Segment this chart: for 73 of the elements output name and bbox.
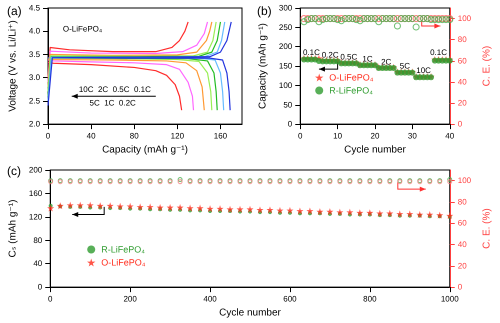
y2-tick-label: 60 [458, 56, 468, 66]
annotation: 0.5C [340, 52, 358, 62]
x-tick-label: 0 [46, 132, 51, 141]
x-tick-label: 80 [130, 132, 140, 141]
y-tick-label: 160 [28, 188, 43, 198]
x-tick-label: 40 [86, 132, 96, 141]
y-tick-label: 200 [278, 42, 293, 52]
annotation: 10C [416, 66, 432, 76]
y2-axis-title: C. E. (%) [482, 208, 492, 249]
y-tick-label: 80 [33, 236, 43, 245]
y2-tick-label: 20 [458, 261, 468, 270]
x-axis-title: Cycle number [219, 308, 282, 318]
annotation: 0.1C [303, 48, 320, 58]
chart-title: (a) [7, 4, 22, 18]
y-tick-label: 4.0 [28, 26, 41, 36]
y-tick-label: 40 [33, 259, 43, 268]
y-tick-label: 4.5 [28, 4, 41, 12]
y-axis-title: Cₛ (mAh g⁻¹) [8, 200, 18, 258]
chart-title: (c) [7, 164, 21, 178]
legend-label: R-LiFePO₄ [101, 244, 146, 254]
y-tick-label: 100 [278, 80, 293, 90]
x-tick-label: 800 [363, 294, 378, 304]
y2-tick-label: 60 [458, 218, 468, 228]
y-axis-title: Capacity (mAh g⁻¹) [258, 23, 268, 109]
x-tick-label: 0 [298, 132, 304, 141]
y-tick-label: 0 [288, 120, 293, 129]
x-tick-label: 20 [370, 132, 380, 141]
x-axis-title: Capacity (mAh g⁻¹) [102, 144, 188, 156]
x-tick-label: 0 [48, 294, 54, 304]
x-tick-label: 30 [408, 132, 418, 141]
x-tick-label: 1000 [440, 294, 460, 304]
x-tick-label: 600 [283, 294, 298, 304]
y2-tick-label: 40 [458, 77, 468, 86]
y2-tick-label: 100 [458, 14, 472, 24]
y-tick-label: 300 [278, 4, 293, 12]
y-tick-label: 200 [28, 166, 43, 174]
y2-tick-label: 80 [458, 197, 468, 206]
y-tick-label: 120 [28, 212, 43, 222]
y2-axis-title: C. E. (%) [482, 46, 492, 86]
x-tick-label: 120 [170, 132, 185, 141]
y-tick-label: 150 [278, 62, 293, 71]
x-tick-label: 10 [333, 132, 343, 141]
annotation: 5C 1C 0.2C [90, 98, 136, 108]
y2-tick-label: 100 [458, 176, 472, 186]
annotation: 1C [362, 54, 373, 64]
annotation: 10C 2C 0.5C 0.1C [78, 85, 152, 94]
y-tick-label: 50 [283, 100, 293, 110]
annotation: 0.1C [430, 48, 448, 58]
x-tick-label: 40 [445, 132, 455, 141]
y2-tick-label: 0 [458, 120, 463, 129]
x-tick-label: 400 [203, 294, 218, 304]
annotation: O-LiFePO₄ [62, 24, 102, 34]
y-tick-label: 2.5 [28, 96, 41, 106]
y2-tick-label: 80 [458, 35, 468, 44]
chart-title: (b) [257, 4, 272, 18]
legend-label: O-LiFePO₄ [101, 258, 146, 268]
y-axis-title: Voltage (V vs. Li/Li⁺) [8, 20, 18, 112]
legend-label: O-LiFePO₄ [329, 72, 374, 82]
annotation: 5C [400, 62, 410, 71]
y2-tick-label: 20 [458, 98, 468, 108]
x-axis-title: Cycle number [344, 144, 407, 156]
y2-tick-label: 0 [458, 282, 463, 292]
y-tick-label: 2.0 [28, 120, 41, 129]
annotation: 0.2C [322, 50, 339, 60]
y-tick-label: 250 [278, 22, 293, 32]
x-tick-label: 200 [123, 294, 138, 304]
y-tick-label: 3.5 [28, 50, 41, 59]
annotation: 2C [381, 57, 392, 66]
y-tick-label: 3.0 [28, 73, 41, 82]
y2-tick-label: 40 [458, 240, 468, 250]
x-tick-label: 160 [214, 132, 228, 141]
y-tick-label: 0 [38, 282, 43, 292]
legend-label: R-LiFePO₄ [329, 86, 374, 96]
